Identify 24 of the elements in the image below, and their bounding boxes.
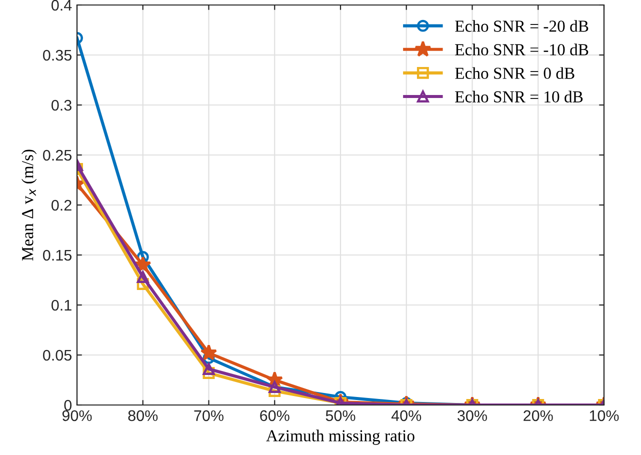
x-tick-label: 40% [391,410,422,422]
y-tick-label: 0.05 [43,350,72,361]
x-tick-label: 30% [458,410,487,422]
x-axis-title: Azimuth missing ratio [266,430,414,445]
y-tick-label: 0.1 [52,300,72,311]
y-tick-label: 0.25 [43,150,72,161]
y-tick-label: 0.2 [52,200,72,211]
x-tick-label: 50% [326,410,356,422]
y-tick-label: 0.15 [43,250,72,261]
legend-label: Echo SNR = 0 dB [455,67,574,79]
y-tick-label: 0.3 [52,100,72,111]
y-axis-title: Mean Δ v$_{x}$ (m/s) [22,150,37,261]
y-tick-label: 0.4 [52,0,72,11]
x-tick-label: 60% [260,410,290,422]
x-tick-label: 70% [194,410,224,422]
y-tick-label: 0 [64,400,72,411]
x-tick-label: 80% [128,410,158,422]
legend-label: Echo SNR = -10 dB [455,44,588,56]
x-tick-label: 20% [524,410,553,422]
x-tick-label: 90% [62,410,92,422]
legend-label: Echo SNR = -20 dB [455,20,588,32]
x-tick-label: 10% [590,410,619,422]
legend-label: Echo SNR = 10 dB [455,90,583,102]
y-tick-label: 0.35 [43,50,72,61]
